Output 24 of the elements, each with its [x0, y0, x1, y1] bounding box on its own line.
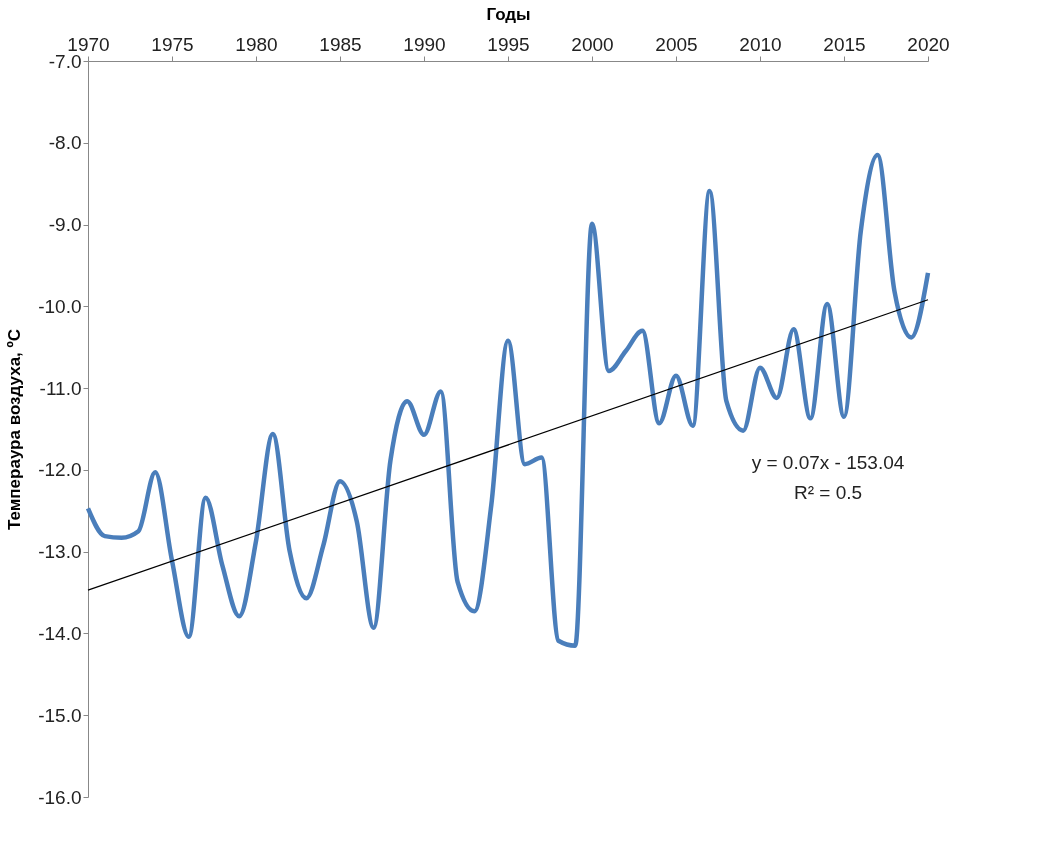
x-tick-label: 1975 — [151, 33, 194, 55]
y-axis-title: Темпераура воздуха, ºС — [5, 328, 25, 531]
y-tick-label: -16.0 — [38, 786, 82, 808]
x-tick-label: 2020 — [907, 33, 950, 55]
y-tick-label: -11.0 — [39, 377, 82, 399]
x-tick-label: 2010 — [739, 33, 782, 55]
x-tick-label: 2005 — [655, 33, 698, 55]
y-tick-label: -12.0 — [38, 459, 82, 481]
y-tick-label: -9.0 — [48, 214, 82, 236]
x-axis-title: Годы — [486, 4, 531, 24]
x-tick-label: 1995 — [487, 33, 530, 55]
y-tick-label: -13.0 — [38, 541, 82, 563]
x-tick-label: 1990 — [403, 33, 446, 55]
annotation: R² = 0.5 — [793, 482, 863, 503]
y-tick-label: -14.0 — [38, 622, 82, 644]
x-tick-label: 2015 — [823, 33, 866, 55]
line-series — [85, 152, 931, 648]
y-tick-label: -15.0 — [38, 704, 82, 726]
x-tick-label: 1985 — [319, 33, 362, 55]
annotation: y = 0.07x - 153.04 — [751, 452, 905, 473]
y-tick-label: -10.0 — [38, 295, 82, 317]
x-tick-label: 1980 — [235, 33, 278, 55]
y-tick-label: -8.0 — [48, 132, 82, 154]
x-tick-label: 2000 — [571, 33, 614, 55]
